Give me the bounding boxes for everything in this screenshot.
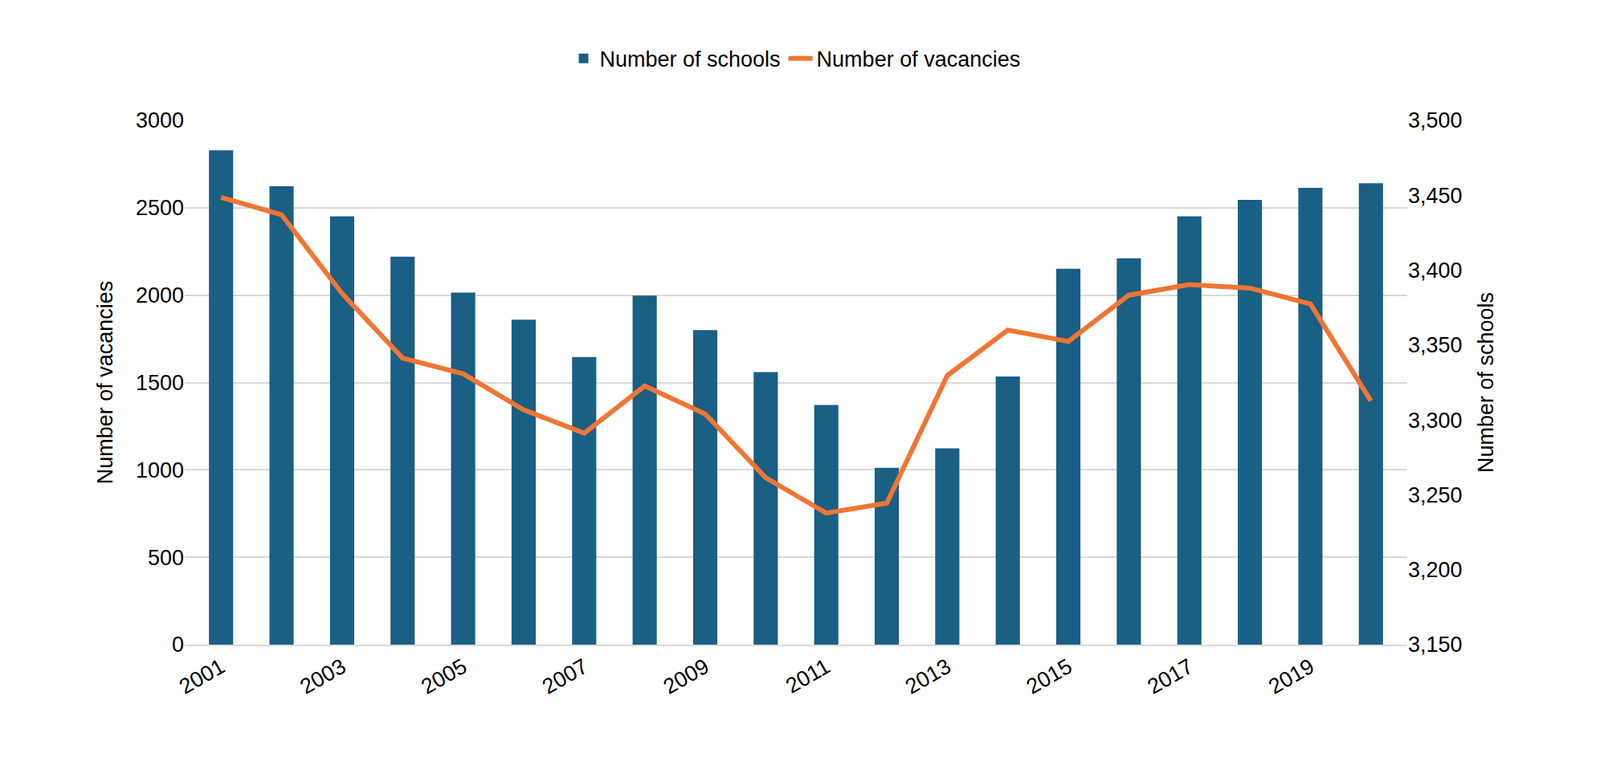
svg-text:3,500: 3,500 <box>1408 108 1463 133</box>
svg-text:1500: 1500 <box>135 371 184 396</box>
svg-text:2019: 2019 <box>1264 654 1319 700</box>
svg-text:0: 0 <box>171 632 184 658</box>
svg-text:2015: 2015 <box>1022 654 1077 700</box>
svg-text:2017: 2017 <box>1142 654 1197 700</box>
svg-text:Number of schools: Number of schools <box>1473 292 1498 474</box>
svg-text:2005: 2005 <box>416 654 471 700</box>
svg-text:3,350: 3,350 <box>1408 333 1463 358</box>
svg-text:2013: 2013 <box>901 654 956 700</box>
svg-text:1000: 1000 <box>135 458 184 483</box>
svg-text:3000: 3000 <box>135 108 184 133</box>
svg-text:Number of vacancies: Number of vacancies <box>816 47 1021 72</box>
svg-text:2011: 2011 <box>781 654 834 699</box>
svg-text:3,400: 3,400 <box>1408 258 1463 283</box>
svg-text:3,250: 3,250 <box>1408 483 1463 508</box>
svg-text:Number of vacancies: Number of vacancies <box>93 281 118 486</box>
svg-text:Number of schools: Number of schools <box>600 47 781 72</box>
svg-text:2000: 2000 <box>135 283 184 308</box>
svg-text:2001: 2001 <box>175 654 229 700</box>
svg-text:500: 500 <box>147 546 184 571</box>
svg-text:2500: 2500 <box>135 195 184 221</box>
svg-text:3,200: 3,200 <box>1408 558 1463 583</box>
svg-text:2007: 2007 <box>538 654 592 700</box>
svg-text:3,300: 3,300 <box>1408 408 1463 433</box>
svg-text:2003: 2003 <box>296 654 351 700</box>
svg-text:3,450: 3,450 <box>1408 183 1463 209</box>
svg-text:2009: 2009 <box>659 654 714 700</box>
svg-text:3,150: 3,150 <box>1408 632 1463 658</box>
